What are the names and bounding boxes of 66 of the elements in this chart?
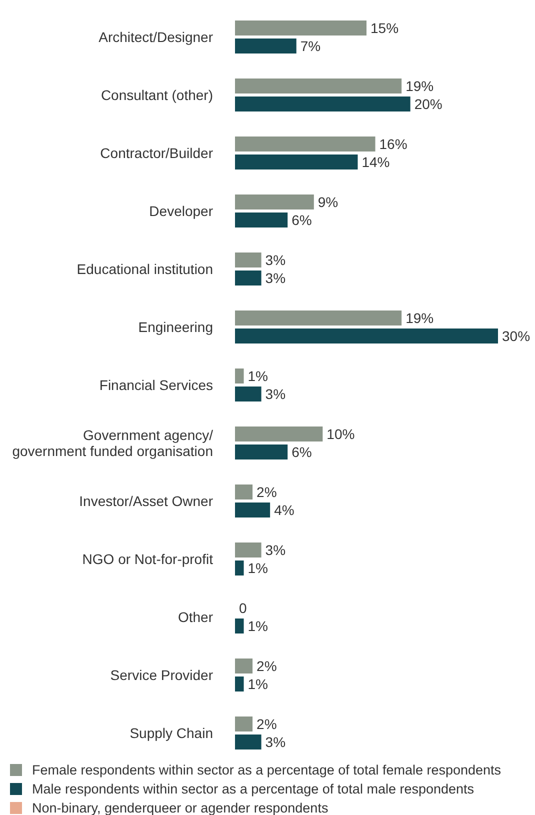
bar — [235, 270, 262, 286]
data-label: 4% — [274, 502, 294, 518]
y-tick-label: Architect/Designer — [98, 28, 214, 45]
data-label: 30% — [502, 328, 530, 344]
y-tick-label: Financial Services — [99, 376, 213, 393]
data-label: 2% — [256, 658, 277, 674]
data-label: 16% — [379, 136, 408, 152]
y-tick-label: Other — [178, 608, 214, 625]
y-tick-label: Consultant (other) — [100, 86, 213, 103]
legend-label: Male respondents within sector as a percentage of total male respondents — [32, 782, 474, 797]
data-label: 10% — [326, 426, 355, 442]
y-tick-label: Contractor/Builder — [100, 144, 214, 161]
data-label: 3% — [265, 252, 286, 268]
data-label: 20% — [414, 96, 442, 112]
bar — [235, 676, 244, 692]
data-label: 14% — [362, 154, 390, 170]
bar — [235, 484, 253, 500]
y-tick-label: NGO or Not-for-profit — [82, 550, 214, 567]
data-label: 3% — [265, 734, 286, 750]
data-label: 6% — [292, 444, 312, 460]
bar — [235, 658, 253, 674]
legend-label: Female respondents within sector as a percentage of total female respondents — [32, 762, 502, 778]
y-tick-label: Supply Chain — [130, 724, 213, 741]
y-tick-label: Engineering — [138, 318, 213, 335]
bar — [235, 618, 244, 634]
data-label: 9% — [318, 194, 338, 210]
bar — [235, 426, 323, 442]
bar — [235, 734, 262, 750]
data-label: 19% — [406, 78, 434, 94]
data-label: 3% — [265, 270, 286, 286]
y-tick-label: Developer — [149, 202, 214, 219]
y-tick-label: Investor/Asset Owner — [79, 492, 214, 509]
data-label: 0 — [239, 600, 247, 616]
data-label: 6% — [292, 212, 312, 228]
bar — [235, 136, 376, 152]
bar — [235, 328, 498, 344]
bar — [235, 502, 270, 518]
data-label: 1% — [248, 560, 268, 576]
bar — [235, 542, 262, 558]
bar — [235, 96, 410, 112]
bar — [235, 444, 288, 460]
bar — [235, 386, 262, 402]
bar — [235, 212, 288, 228]
bar — [235, 38, 296, 54]
bar — [235, 560, 244, 576]
data-label: 19% — [406, 310, 434, 326]
data-label: 1% — [248, 676, 268, 692]
data-label: 7% — [300, 38, 321, 54]
bar — [235, 716, 253, 732]
data-label: 2% — [256, 484, 277, 500]
data-label: 1% — [248, 368, 268, 384]
bar — [235, 154, 358, 170]
bar — [235, 252, 262, 268]
data-label: 3% — [265, 542, 286, 558]
y-tick-label: Service Provider — [110, 666, 214, 683]
y-tick-label: Educational institution — [76, 260, 213, 277]
bar — [235, 194, 314, 210]
bar — [235, 20, 366, 36]
data-label: 1% — [248, 618, 268, 634]
data-label: 3% — [265, 386, 286, 402]
bar — [235, 310, 402, 326]
y-tick-label: Government agency/ government funded organisation — [12, 426, 214, 459]
data-label: 15% — [370, 20, 399, 36]
bar — [235, 368, 244, 384]
data-label: 2% — [256, 716, 277, 732]
bar — [235, 78, 402, 94]
